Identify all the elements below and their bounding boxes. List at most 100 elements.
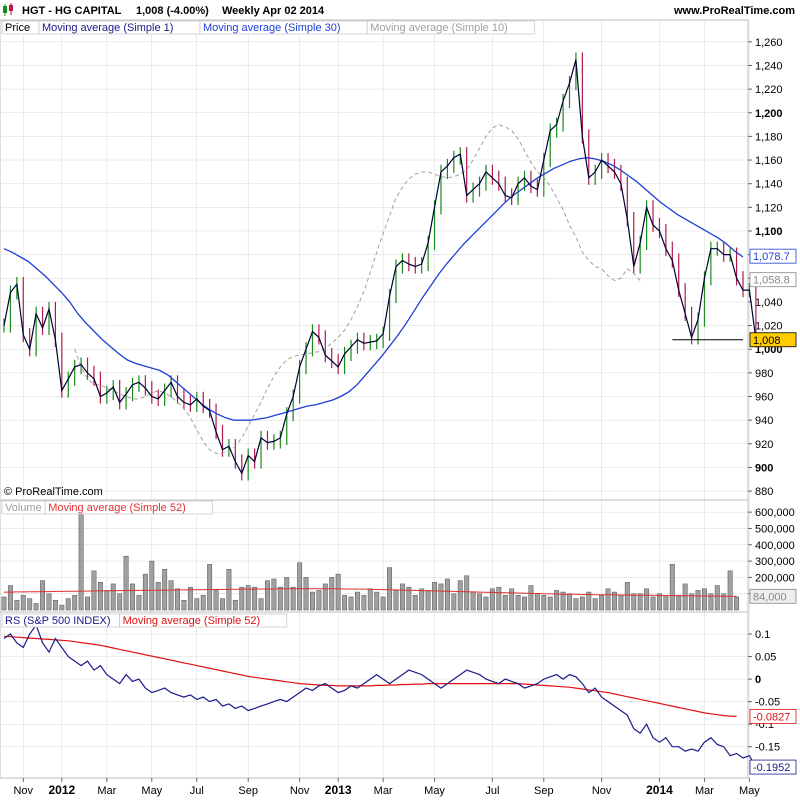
rs-legend-item: RS (S&P 500 INDEX) <box>5 615 111 627</box>
website-label[interactable]: www.ProRealTime.com <box>673 5 795 17</box>
volume-value-label: 84,000 <box>753 591 787 603</box>
volume-bar <box>637 593 643 611</box>
price-value-label: 1,058.8 <box>753 275 790 287</box>
volume-bar <box>425 590 431 611</box>
rs-legend: RS (S&P 500 INDEX) Moving average (Simple… <box>1 613 288 628</box>
rs-legend-item: Moving average (Simple 52) <box>123 615 261 627</box>
volume-bar <box>567 593 572 611</box>
price-tick-label: 1,200 <box>755 108 783 120</box>
volume-bar <box>714 585 720 611</box>
volume-bar <box>444 578 450 611</box>
x-tick-label: Mar <box>97 785 116 797</box>
volume-bar <box>142 573 148 611</box>
volume-bar <box>97 582 103 611</box>
rs-legend-box <box>119 613 288 628</box>
volume-bar <box>187 586 193 611</box>
volume-bar <box>393 590 399 611</box>
volume-bar <box>245 585 251 611</box>
volume-bar <box>599 595 605 611</box>
volume-bar <box>40 580 46 611</box>
symbol-title: HGT - HG CAPITAL <box>22 5 122 17</box>
volume-bar <box>367 588 373 611</box>
rs-value-label: -0.1952 <box>753 762 790 774</box>
volume-bar <box>624 582 630 611</box>
volume-bar <box>310 591 315 611</box>
volume-bar <box>104 590 110 611</box>
price-legend: Price Moving average (Simple 1) Moving ave… <box>1 20 535 35</box>
price-value-box <box>749 272 797 288</box>
volume-bar <box>387 567 393 611</box>
volume-bar <box>708 593 714 611</box>
volume-bar <box>265 580 270 611</box>
volume-bar <box>432 582 437 611</box>
price-tick-label: 1,120 <box>755 202 783 214</box>
volume-bar <box>27 598 33 611</box>
rs-tick-label: 0.05 <box>755 652 776 664</box>
volume-bar <box>207 564 213 611</box>
rs-axis-ticks: 0.10.050-0.05-0.1-0.15 <box>748 629 780 754</box>
volume-bar <box>534 593 540 611</box>
volume-bar <box>78 505 84 611</box>
volume-bar <box>701 588 707 611</box>
price-tick-label: 980 <box>755 368 773 380</box>
volume-bar <box>438 583 444 611</box>
x-tick-label: Mar <box>374 785 393 797</box>
volume-tick-label: 400,000 <box>755 540 795 552</box>
price-tick-label: 1,000 <box>755 344 783 356</box>
x-tick-label: May <box>739 785 760 797</box>
volume-bar <box>271 578 277 611</box>
volume-bar <box>181 599 187 611</box>
volume-bar <box>354 591 360 611</box>
x-tick-label: Nov <box>592 785 612 797</box>
price-tick-label: 1,240 <box>755 60 783 72</box>
volume-bar <box>477 593 482 611</box>
price-tick-label: 1,260 <box>755 37 783 49</box>
price-tick-label: 1,160 <box>755 155 783 167</box>
price-line <box>3 59 757 475</box>
volume-bar <box>374 591 380 611</box>
copyright-text: © ProRealTime.com <box>4 486 103 498</box>
price-bars <box>3 52 757 481</box>
rs-tick-label: -0.15 <box>755 742 780 754</box>
price-legend-box <box>366 20 535 35</box>
volume-bar <box>59 604 65 611</box>
price-legend-item: Price <box>5 22 30 34</box>
price-tick-label: 960 <box>755 392 773 404</box>
header-candle-icon <box>3 3 13 16</box>
volume-bar <box>110 583 116 611</box>
price-value-box <box>749 248 797 264</box>
volume-bar <box>721 593 727 611</box>
header-bar <box>0 0 800 20</box>
price-tick-label: 1,040 <box>755 297 783 309</box>
volume-bar <box>470 591 476 611</box>
price-tick-label: 1,220 <box>755 84 783 96</box>
volume-tick-label: 600,000 <box>755 507 795 519</box>
x-tick-label: Nov <box>13 785 33 797</box>
volume-bar <box>612 591 617 611</box>
x-tick-label: Sep <box>534 785 554 797</box>
volume-bar <box>155 582 161 611</box>
volume-bar <box>194 598 200 611</box>
rs-value-box <box>749 759 797 775</box>
x-tick-label: 2014 <box>646 783 673 797</box>
volume-bar <box>644 588 650 611</box>
volume-bar <box>277 586 283 611</box>
volume-bar <box>509 588 515 611</box>
volume-bar <box>483 596 489 611</box>
volume-bar <box>322 583 328 611</box>
volume-bar <box>258 598 264 611</box>
volume-bar <box>20 595 26 611</box>
rs-tick-label: 0.1 <box>755 629 770 641</box>
volume-bar <box>348 596 354 611</box>
volume-bar <box>200 595 206 611</box>
volume-bar <box>284 577 290 611</box>
volume-legend-item: Moving average (Simple 52) <box>48 502 186 514</box>
price-axis-ticks: 8809009209409609801,0001,0201,0401,0601,… <box>748 37 783 498</box>
volume-bar <box>457 580 463 611</box>
volume-bar <box>586 591 592 611</box>
x-tick-label: Mar <box>695 785 714 797</box>
period-date: Weekly Apr 02 2014 <box>222 5 325 17</box>
volume-bar <box>631 593 637 611</box>
x-tick-label: Jul <box>190 785 204 797</box>
volume-bar <box>136 595 142 611</box>
